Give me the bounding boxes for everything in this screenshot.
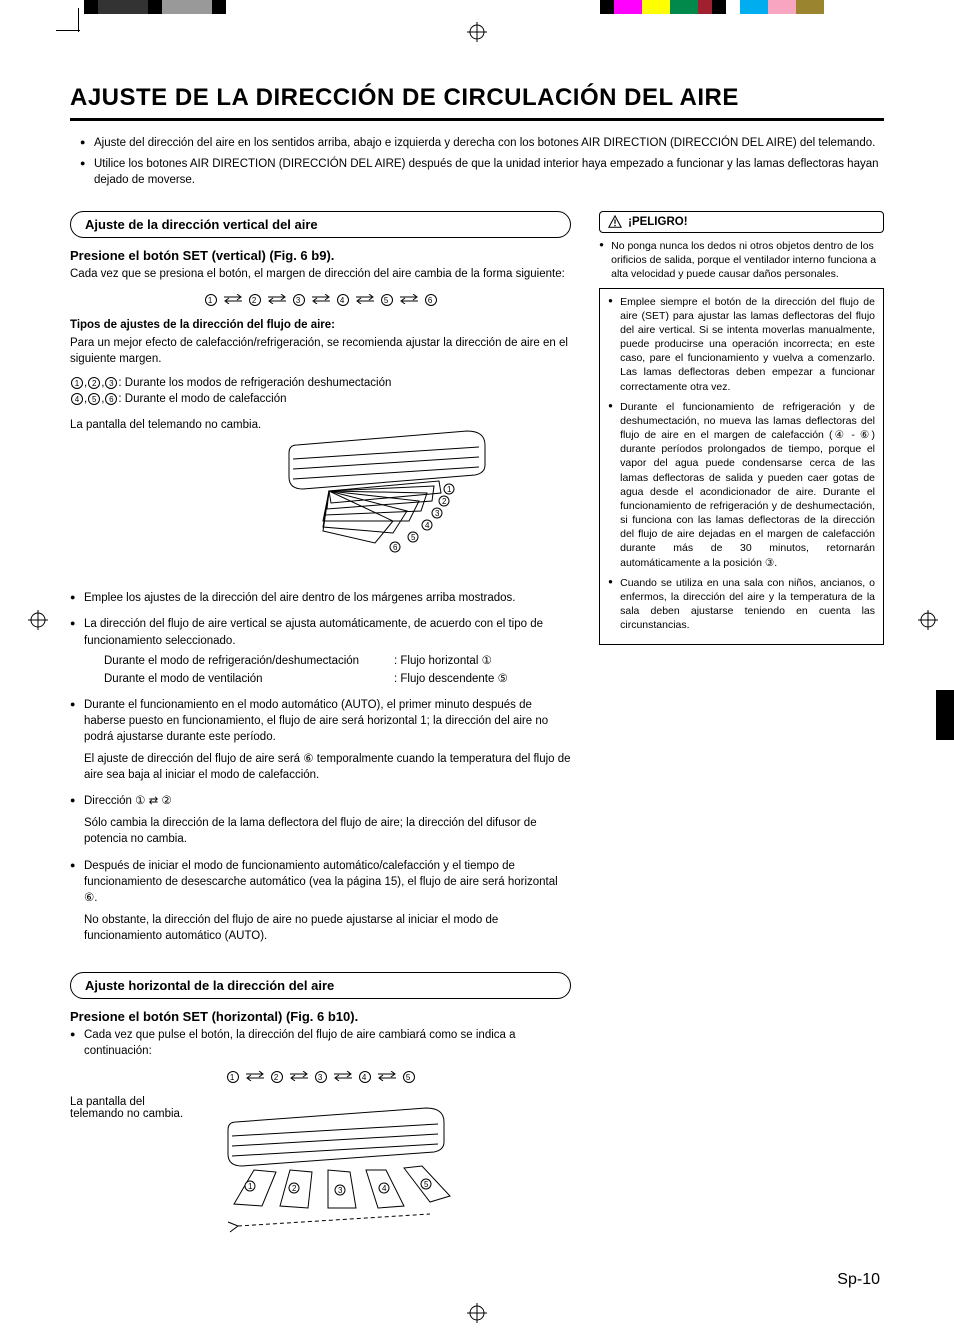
- color-seg: [824, 0, 954, 14]
- svg-text:5: 5: [424, 1180, 429, 1189]
- color-seg: [212, 0, 226, 14]
- warning-column: ¡PELIGRO! No ponga nunca los dedos ni ot…: [599, 211, 884, 645]
- nochange-text-v: La pantalla del telemando no cambia.: [70, 419, 261, 431]
- horizontal-bullet: Cada vez que pulse el botón, la direcció…: [70, 1027, 571, 1059]
- danger-callout: Emplee siempre el botón de la dirección …: [599, 288, 884, 646]
- color-seg: [642, 0, 670, 14]
- danger-item: Durante el funcionamiento de refrigeraci…: [608, 400, 875, 570]
- types-desc: Para un mejor efecto de calefacción/refr…: [70, 335, 571, 367]
- color-seg: [148, 0, 162, 14]
- horizontal-louver-illustration: 1 2 3 4 5: [218, 1096, 458, 1251]
- nochange-text-h: La pantalla del telemando no cambia.: [70, 1096, 200, 1120]
- svg-text:1: 1: [248, 1182, 253, 1191]
- vertical-bullet-item: Emplee los ajustes de la dirección del a…: [70, 590, 571, 606]
- page-number: Sp-10: [70, 1271, 884, 1289]
- color-seg: [670, 0, 698, 14]
- warning-icon: [608, 215, 622, 229]
- horizontal-sequence: 12345: [70, 1069, 571, 1084]
- mode-cool-text: Durante los modos de refrigeración deshu…: [125, 377, 392, 389]
- vertical-bullet-item: La dirección del flujo de aire vertical …: [70, 616, 571, 686]
- danger-top-text: No ponga nunca los dedos ni otros objeto…: [599, 239, 884, 282]
- vertical-bullet-item: Dirección ① ⇄ ②Sólo cambia la dirección …: [70, 793, 571, 847]
- color-seg: [600, 0, 614, 14]
- registration-mark-bottom: [467, 1303, 487, 1323]
- danger-items: Emplee siempre el botón de la dirección …: [608, 295, 875, 633]
- svg-text:6: 6: [393, 543, 398, 552]
- registration-mark-left: [28, 610, 48, 630]
- horizontal-bullet-item: Cada vez que pulse el botón, la direcció…: [70, 1027, 571, 1059]
- color-seg: [726, 0, 740, 14]
- svg-text:1: 1: [447, 485, 452, 494]
- danger-item: Cuando se utiliza en una sala con niños,…: [608, 576, 875, 633]
- main-column: Ajuste de la dirección vertical del aire…: [70, 211, 571, 1251]
- svg-text:2: 2: [292, 1184, 297, 1193]
- color-seg: [796, 0, 824, 14]
- color-seg: [226, 0, 600, 14]
- color-seg: [84, 0, 98, 14]
- vertical-press-title: Presione el botón SET (vertical) (Fig. 6…: [70, 248, 571, 263]
- vertical-heading: Ajuste de la dirección vertical del aire: [70, 211, 571, 238]
- side-tab: [936, 690, 954, 740]
- registration-mark-right: [918, 610, 938, 630]
- vertical-louver-illustration: 1 2 3 4 5 6: [279, 419, 499, 574]
- vertical-bullets: Emplee los ajustes de la dirección del a…: [70, 590, 571, 944]
- horizontal-press-title: Presione el botón SET (horizontal) (Fig.…: [70, 1009, 571, 1024]
- danger-heading: ¡PELIGRO!: [599, 211, 884, 233]
- vertical-bullet-item: Durante el funcionamiento en el modo aut…: [70, 697, 571, 783]
- page-title: AJUSTE DE LA DIRECCIÓN DE CIRCULACIÓN DE…: [70, 84, 884, 121]
- svg-text:3: 3: [435, 509, 440, 518]
- color-seg: [768, 0, 796, 14]
- color-seg: [162, 0, 212, 14]
- color-registration-bar: [0, 0, 954, 14]
- danger-top-list: No ponga nunca los dedos ni otros objeto…: [599, 239, 884, 282]
- intro-item: Utilice los botones AIR DIRECTION (DIREC…: [80, 156, 884, 189]
- svg-text:5: 5: [411, 533, 416, 542]
- color-seg: [98, 0, 148, 14]
- svg-text:4: 4: [425, 521, 430, 530]
- color-seg: [712, 0, 726, 14]
- color-seg: [698, 0, 712, 14]
- color-seg: [614, 0, 642, 14]
- types-title: Tipos de ajustes de la dirección del flu…: [70, 319, 571, 331]
- svg-text:4: 4: [382, 1184, 387, 1193]
- color-seg: [740, 0, 768, 14]
- mode-heat-text: Durante el modo de calefacción: [125, 393, 287, 405]
- danger-label: ¡PELIGRO!: [628, 216, 687, 228]
- page-content: AJUSTE DE LA DIRECCIÓN DE CIRCULACIÓN DE…: [0, 14, 954, 1329]
- horizontal-heading: Ajuste horizontal de la dirección del ai…: [70, 972, 571, 999]
- svg-text:3: 3: [338, 1186, 343, 1195]
- vertical-sequence: 123456: [70, 292, 571, 307]
- vertical-bullet-item: Después de iniciar el modo de funcionami…: [70, 858, 571, 944]
- intro-bullets: Ajuste del dirección del aire en los sen…: [70, 135, 884, 189]
- svg-text:2: 2: [442, 497, 447, 506]
- intro-item: Ajuste del dirección del aire en los sen…: [80, 135, 884, 152]
- color-seg: [0, 0, 84, 14]
- vertical-press-desc: Cada vez que se presiona el botón, el ma…: [70, 266, 571, 282]
- danger-item: Emplee siempre el botón de la dirección …: [608, 295, 875, 394]
- mode-lines: 1,2,3: Durante los modos de refrigeració…: [70, 375, 571, 407]
